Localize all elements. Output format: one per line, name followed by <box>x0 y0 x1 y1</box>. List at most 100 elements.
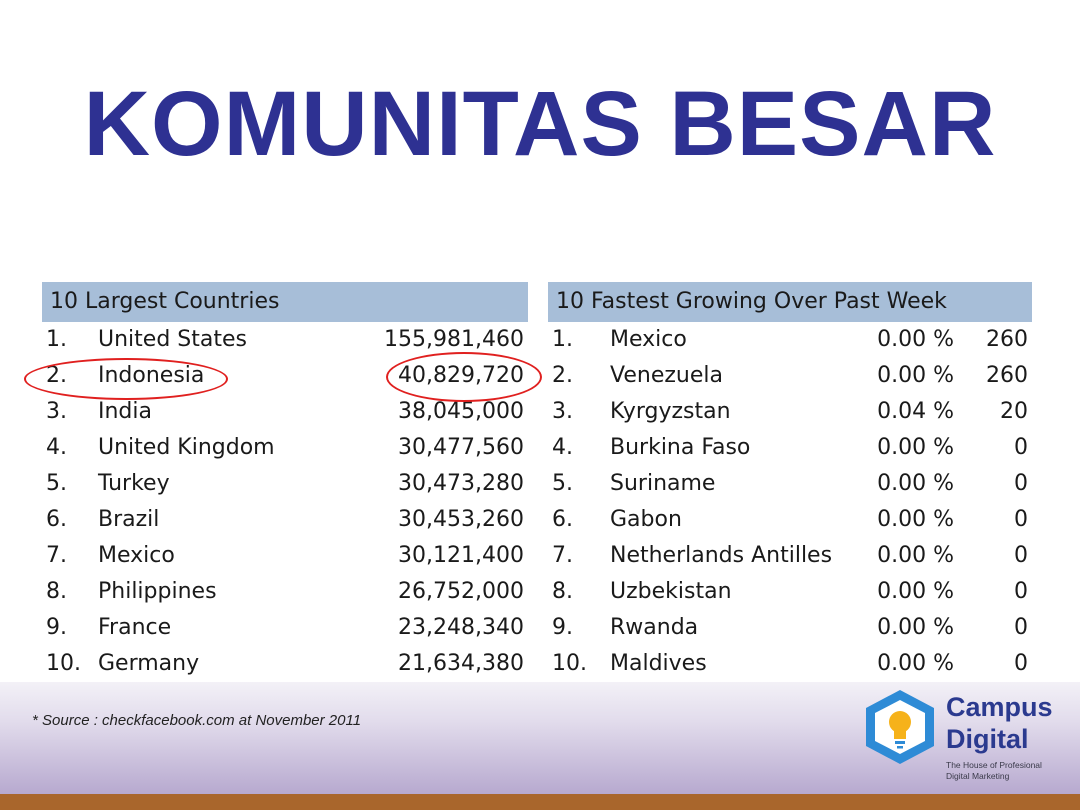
growth-count: 260 <box>986 327 1028 352</box>
logo-name-line2: Digital <box>946 724 1029 754</box>
growth-percent: 0.00 % <box>877 579 954 604</box>
growth-count: 0 <box>1014 435 1028 460</box>
rank: 4. <box>552 435 573 460</box>
country-name: United States <box>98 327 247 352</box>
growth-percent: 0.00 % <box>877 615 954 640</box>
rank: 6. <box>552 507 573 532</box>
growth-count: 260 <box>986 363 1028 388</box>
country-name: Brazil <box>98 507 160 532</box>
rank: 4. <box>46 435 67 460</box>
table-row: 8. Philippines 26,752,000 <box>42 574 528 610</box>
growth-count: 0 <box>1014 471 1028 496</box>
fastest-growing-table: 10 Fastest Growing Over Past Week 1. Mexi… <box>548 282 1032 682</box>
lightbulb-shield-icon <box>866 690 934 764</box>
country-name: Kyrgyzstan <box>610 399 731 424</box>
table-row: 6. Brazil 30,453,260 <box>42 502 528 538</box>
table-row: 3. India 38,045,000 <box>42 394 528 430</box>
growth-percent: 0.00 % <box>877 543 954 568</box>
country-name: Germany <box>98 651 200 676</box>
country-name: Suriname <box>610 471 716 496</box>
rank: 9. <box>552 615 573 640</box>
growth-percent: 0.00 % <box>877 327 954 352</box>
growth-count: 0 <box>1014 579 1028 604</box>
user-count: 30,453,260 <box>398 507 524 532</box>
footer-accent-bar <box>0 794 1080 810</box>
rank: 2. <box>46 363 67 388</box>
country-name: Netherlands Antilles <box>610 543 833 568</box>
source-note: * Source : checkfacebook.com at November… <box>32 712 362 729</box>
user-count: 155,981,460 <box>384 327 524 352</box>
user-count: 30,121,400 <box>398 543 524 568</box>
largest-countries-table: 10 Largest Countries 1. United States 155,… <box>42 282 528 682</box>
user-count: 30,473,280 <box>398 471 524 496</box>
table-row: 6. Gabon 0.00 % 0 <box>548 502 1032 538</box>
rank: 3. <box>46 399 67 424</box>
growth-percent: 0.00 % <box>877 651 954 676</box>
user-count: 23,248,340 <box>398 615 524 640</box>
rank: 10. <box>552 651 587 676</box>
rank: 1. <box>552 327 573 352</box>
rank: 8. <box>46 579 67 604</box>
table-row: 5. Turkey 30,473,280 <box>42 466 528 502</box>
table-row: 4. United Kingdom 30,477,560 <box>42 430 528 466</box>
table-row: 4. Burkina Faso 0.00 % 0 <box>548 430 1032 466</box>
rank: 7. <box>552 543 573 568</box>
logo-tagline-line2: Digital Marketing <box>946 771 1010 781</box>
slide-title: KOMUNITAS BESAR <box>83 73 997 175</box>
country-name: Turkey <box>98 471 170 496</box>
user-count: 21,634,380 <box>398 651 524 676</box>
growth-percent: 0.00 % <box>877 507 954 532</box>
table-row: 9. Rwanda 0.00 % 0 <box>548 610 1032 646</box>
country-name: India <box>98 399 152 424</box>
country-name: Rwanda <box>610 615 699 640</box>
country-name: Gabon <box>610 507 682 532</box>
user-count: 26,752,000 <box>398 579 524 604</box>
table-row: 10. Maldives 0.00 % 0 <box>548 646 1032 682</box>
growth-percent: 0.04 % <box>877 399 954 424</box>
table-row: 7. Netherlands Antilles 0.00 % 0 <box>548 538 1032 574</box>
country-name: Burkina Faso <box>610 435 751 460</box>
rank: 8. <box>552 579 573 604</box>
country-name: Indonesia <box>98 363 205 388</box>
user-count: 40,829,720 <box>398 363 524 388</box>
growth-count: 0 <box>1014 543 1028 568</box>
fastest-growing-header: 10 Fastest Growing Over Past Week <box>548 282 1032 322</box>
country-name: Philippines <box>98 579 217 604</box>
rank: 6. <box>46 507 67 532</box>
table-row: 10. Germany 21,634,380 <box>42 646 528 682</box>
campus-digital-logo: Campus Digital The House of Profesional … <box>862 688 1062 788</box>
growth-percent: 0.00 % <box>877 471 954 496</box>
growth-percent: 0.00 % <box>877 435 954 460</box>
table-row: 1. Mexico 0.00 % 260 <box>548 322 1032 358</box>
growth-count: 20 <box>1000 399 1028 424</box>
rank: 3. <box>552 399 573 424</box>
rank: 10. <box>46 651 81 676</box>
country-name: France <box>98 615 172 640</box>
country-name: Venezuela <box>610 363 723 388</box>
country-name: Mexico <box>610 327 687 352</box>
growth-percent: 0.00 % <box>877 363 954 388</box>
user-count: 38,045,000 <box>398 399 524 424</box>
table-row: 3. Kyrgyzstan 0.04 % 20 <box>548 394 1032 430</box>
country-name: Maldives <box>610 651 707 676</box>
rank: 5. <box>552 471 573 496</box>
user-count: 30,477,560 <box>398 435 524 460</box>
country-name: Uzbekistan <box>610 579 732 604</box>
logo-name-line1: Campus <box>946 692 1053 722</box>
rank: 5. <box>46 471 67 496</box>
rank: 1. <box>46 327 67 352</box>
table-row: 7. Mexico 30,121,400 <box>42 538 528 574</box>
growth-count: 0 <box>1014 507 1028 532</box>
country-name: Mexico <box>98 543 175 568</box>
table-row: 2. Indonesia 40,829,720 <box>42 358 528 394</box>
table-row: 1. United States 155,981,460 <box>42 322 528 358</box>
table-row: 9. France 23,248,340 <box>42 610 528 646</box>
rank: 2. <box>552 363 573 388</box>
table-row: 5. Suriname 0.00 % 0 <box>548 466 1032 502</box>
rank: 7. <box>46 543 67 568</box>
logo-tagline-line1: The House of Profesional <box>946 760 1042 770</box>
rank: 9. <box>46 615 67 640</box>
growth-count: 0 <box>1014 615 1028 640</box>
largest-countries-header: 10 Largest Countries <box>42 282 528 322</box>
country-name: United Kingdom <box>98 435 275 460</box>
